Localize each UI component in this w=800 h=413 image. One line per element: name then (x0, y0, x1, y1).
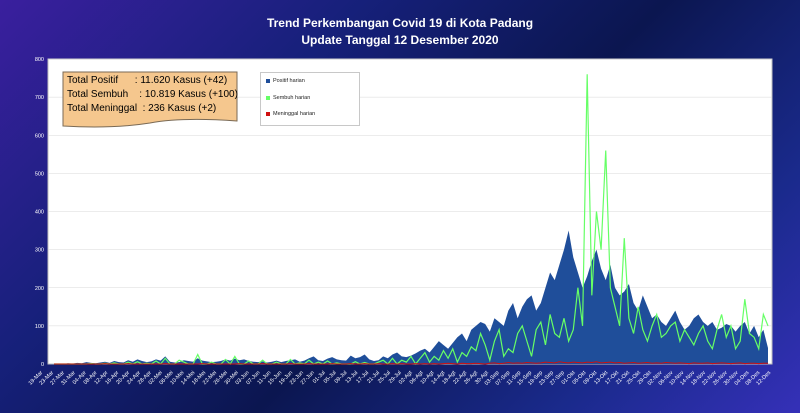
legend-swatch-positif (266, 78, 270, 83)
legend-sembuh: Sembuh harian (266, 95, 310, 105)
legend-label-meninggal: Meninggal harian (273, 111, 316, 117)
y-tick-label: 700 (35, 95, 44, 101)
legend-meninggal: Meninggal harian (266, 111, 315, 121)
y-tick-label: 800 (35, 57, 44, 63)
legend-label-sembuh: Sembuh harian (273, 95, 311, 101)
y-tick-label: 400 (35, 210, 44, 216)
total-meninggal: Total Meninggal : 236 Kasus (+2) (67, 103, 217, 114)
y-tick-label: 100 (35, 324, 44, 330)
summary-box: Total Positif : 11.620 Kasus (+42) Total… (62, 71, 238, 129)
legend-swatch-sembuh (266, 95, 270, 100)
series-meninggal-line (54, 361, 768, 365)
total-positif: Total Positif : 11.620 Kasus (+42) (67, 75, 228, 86)
total-sembuh: Total Sembuh : 10.819 Kasus (+100) (67, 89, 238, 100)
chart-legend: Positif harian Sembuh harian Meninggal h… (260, 72, 360, 126)
chart-title: Trend Perkembangan Covid 19 di Kota Pada… (266, 16, 534, 30)
y-tick-label: 600 (35, 133, 44, 139)
legend-swatch-meninggal (266, 111, 270, 116)
y-tick-label: 500 (35, 171, 44, 177)
summary-box-shape (62, 71, 238, 128)
legend-positif: Positif harian (266, 78, 305, 88)
y-tick-label: 300 (35, 248, 44, 254)
y-tick-label: 0 (41, 362, 44, 368)
legend-label-positif: Positif harian (273, 78, 305, 84)
chart-subtitle: Update Tanggal 12 Desember 2020 (301, 33, 499, 47)
y-tick-label: 200 (35, 286, 44, 292)
series-positif-area (54, 230, 768, 364)
